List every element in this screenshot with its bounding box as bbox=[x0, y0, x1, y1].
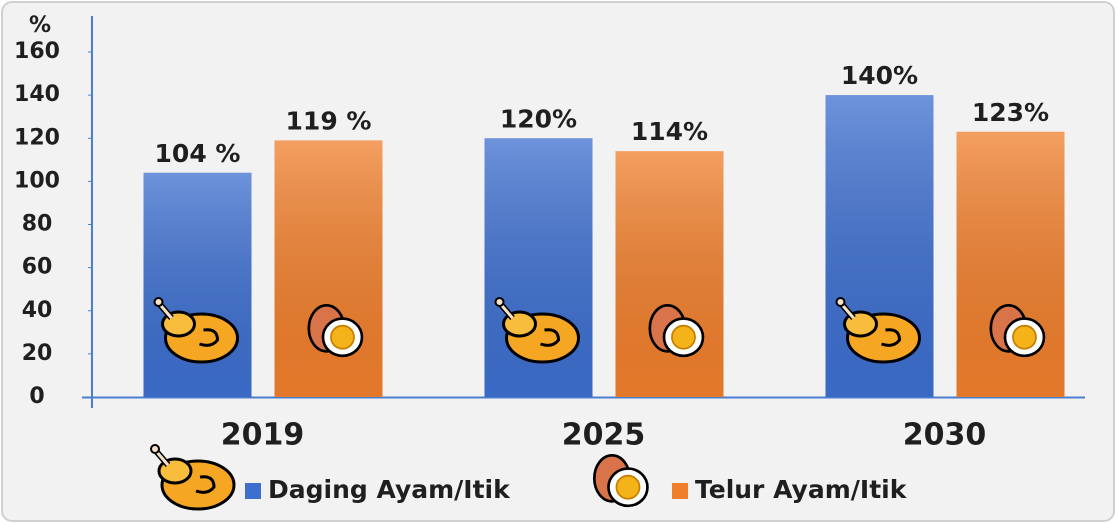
y-tick-label: 60 bbox=[22, 255, 53, 280]
bar-sheen bbox=[957, 132, 1065, 397]
bar-sheen bbox=[616, 151, 724, 397]
x-tick-label: 2019 bbox=[221, 418, 305, 453]
y-axis-label: % bbox=[29, 13, 51, 38]
value-label: 119 % bbox=[286, 106, 372, 135]
legend-label: Telur Ayam/Itik bbox=[695, 475, 908, 504]
value-label: 140% bbox=[841, 61, 918, 90]
chart: % 0 20 40 60 80 100 120 140 160 2019 104 % 119 % 202… bbox=[0, 0, 1116, 523]
y-tick-label: 0 bbox=[29, 384, 44, 409]
value-label: 123% bbox=[972, 98, 1049, 127]
y-tick-label: 80 bbox=[22, 212, 53, 237]
y-tick-label: 120 bbox=[14, 125, 60, 150]
x-tick-label: 2030 bbox=[903, 418, 987, 453]
legend-label: Daging Ayam/Itik bbox=[268, 475, 511, 504]
y-tick-label: 140 bbox=[14, 82, 60, 107]
x-tick-label: 2025 bbox=[562, 418, 646, 453]
y-tick-label: 20 bbox=[22, 341, 53, 366]
y-tick-label: 100 bbox=[14, 168, 60, 193]
y-tick-label: 160 bbox=[14, 39, 60, 64]
bar-sheen bbox=[275, 140, 383, 397]
legend-swatch bbox=[245, 483, 261, 499]
value-label: 114% bbox=[631, 117, 708, 146]
legend-swatch bbox=[672, 483, 688, 499]
value-label: 104 % bbox=[155, 139, 241, 168]
y-tick-label: 40 bbox=[22, 298, 53, 323]
value-label: 120% bbox=[500, 104, 577, 133]
